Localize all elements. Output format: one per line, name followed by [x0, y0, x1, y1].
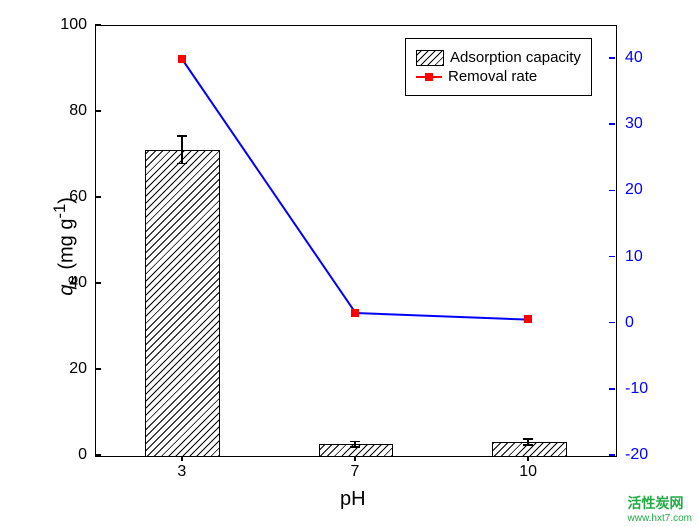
- legend-label: Removal rate: [448, 68, 537, 85]
- x-axis-label: pH: [340, 488, 366, 511]
- legend-item-bars: Adsorption capacity: [416, 49, 581, 66]
- legend-item-line: Removal rate: [416, 68, 581, 85]
- marker-square: [524, 315, 532, 323]
- hatch-icon: [416, 50, 444, 66]
- error-bar: [181, 136, 183, 164]
- watermark-cn: 活性炭网: [628, 495, 684, 511]
- legend-label: Adsorption capacity: [450, 49, 581, 66]
- bar: [145, 150, 220, 457]
- line-marker-icon: [416, 70, 442, 84]
- marker-square: [351, 309, 359, 317]
- marker-square: [178, 55, 186, 63]
- watermark: 活性炭网 www.hxt7.com: [628, 493, 692, 524]
- legend: Adsorption capacity Removal rate: [405, 38, 592, 96]
- figure-root: qe (mg g-1) Removal rate (%) pH Adsorpti…: [0, 0, 698, 527]
- watermark-url: www.hxt7.com: [628, 513, 692, 524]
